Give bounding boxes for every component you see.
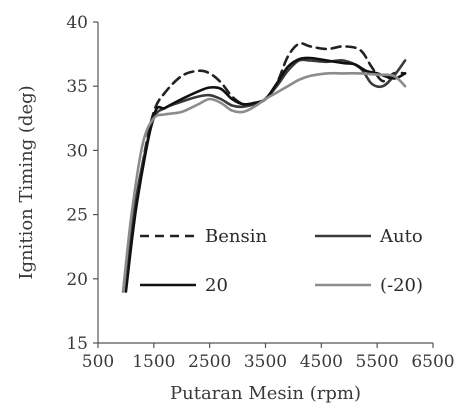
x-tick-label: 3500: [244, 352, 287, 372]
x-tick-label: 5500: [356, 352, 399, 372]
legend-label-bensin: Bensin: [205, 226, 267, 247]
y-tick-label: 20: [66, 270, 88, 290]
y-tick-label: 25: [66, 206, 88, 226]
axes: [93, 21, 434, 348]
x-tick-label: 1500: [132, 352, 175, 372]
x-tick-label: 2500: [188, 352, 231, 372]
y-tick-label: 30: [66, 141, 88, 161]
x-tick-label: 4500: [300, 352, 343, 372]
y-tick-label: 15: [66, 334, 88, 354]
x-tick-label: 500: [82, 352, 114, 372]
series-line-minus-20: [121, 71, 407, 293]
series-line-20: [124, 56, 407, 293]
series-lines: [121, 42, 407, 293]
x-tick-label: 6500: [411, 352, 454, 372]
series-line-auto: [121, 58, 407, 293]
tick-labels: 15 20 25 30 35 40 500 1500 2500 3500 4500 5500 6500: [66, 13, 454, 372]
legend-label-minus-20: (-20): [380, 275, 423, 296]
legend-label-auto: Auto: [379, 226, 423, 247]
y-tick-label: 35: [66, 77, 88, 97]
x-axis-label: Putaran Mesin (rpm): [170, 383, 361, 403]
y-tick-label: 40: [66, 13, 88, 33]
y-axis-label: Ignition Timing (deg): [16, 85, 37, 279]
legend-label-20: 20: [205, 275, 228, 296]
legend: Bensin Auto 20 (-20): [140, 226, 423, 296]
